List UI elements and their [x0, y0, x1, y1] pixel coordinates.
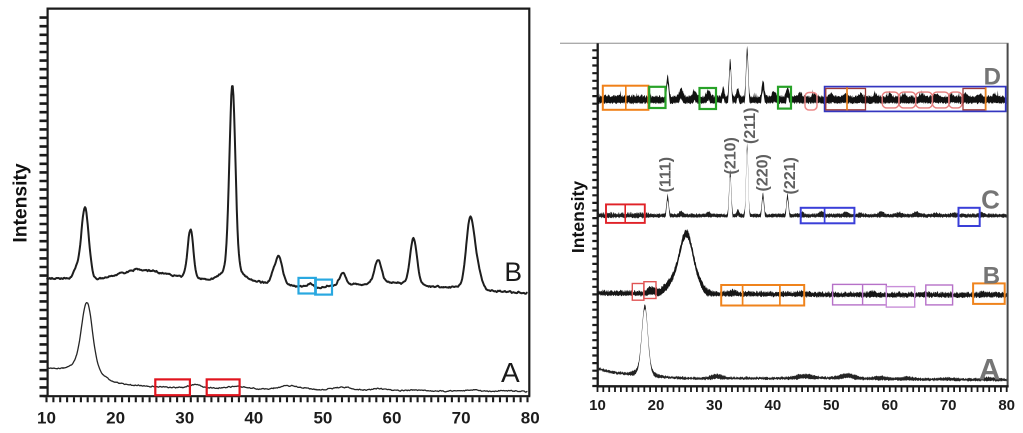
- svg-text:A: A: [979, 354, 1001, 387]
- svg-text:(211): (211): [742, 108, 759, 144]
- svg-text:B: B: [983, 262, 1000, 289]
- svg-text:80: 80: [521, 409, 540, 428]
- svg-text:C: C: [981, 184, 1000, 214]
- svg-text:50: 50: [823, 397, 840, 414]
- svg-text:(210): (210): [723, 137, 740, 174]
- svg-text:(220): (220): [754, 154, 771, 191]
- svg-text:Intensity: Intensity: [568, 181, 588, 254]
- svg-text:D: D: [984, 63, 1001, 90]
- svg-text:(111): (111): [657, 157, 674, 193]
- svg-text:B: B: [504, 257, 522, 287]
- svg-text:A: A: [501, 357, 520, 388]
- svg-text:20: 20: [106, 409, 125, 428]
- svg-text:Intensity: Intensity: [11, 163, 32, 243]
- svg-text:60: 60: [881, 397, 898, 414]
- svg-text:(221): (221): [782, 157, 799, 194]
- svg-text:10: 10: [37, 409, 56, 428]
- svg-text:30: 30: [706, 397, 723, 414]
- svg-text:40: 40: [244, 409, 263, 428]
- svg-text:40: 40: [765, 397, 782, 414]
- svg-text:60: 60: [383, 409, 402, 428]
- svg-text:20: 20: [648, 397, 665, 414]
- svg-text:70: 70: [452, 409, 471, 428]
- svg-text:10: 10: [589, 397, 606, 414]
- svg-text:70: 70: [940, 397, 957, 414]
- svg-text:50: 50: [313, 409, 332, 428]
- svg-text:30: 30: [175, 409, 194, 428]
- svg-text:80: 80: [998, 397, 1015, 414]
